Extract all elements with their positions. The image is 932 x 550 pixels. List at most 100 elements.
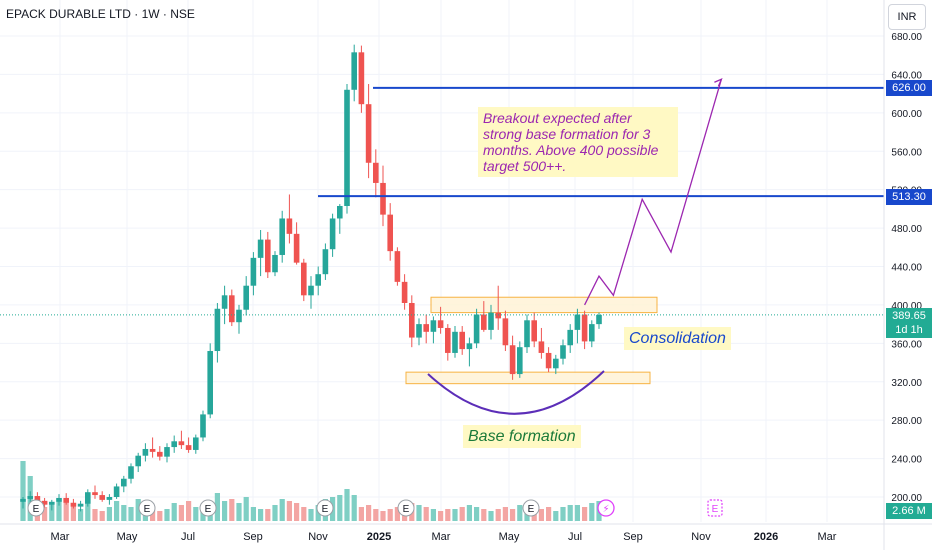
- candle-body: [459, 331, 465, 350]
- consolidation-label[interactable]: Consolidation: [624, 327, 731, 350]
- candle-body: [200, 414, 206, 438]
- candle-body: [445, 327, 451, 353]
- candle-body: [63, 497, 69, 503]
- candle-body: [301, 262, 307, 296]
- candle-body: [380, 182, 386, 215]
- earnings-marker: E: [27, 499, 45, 517]
- candle-body: [401, 281, 408, 303]
- candle-body: [185, 445, 192, 450]
- time-axis[interactable]: Mar May Jul Sep Nov 2025 Mar May Jul Sep Nov 2026 Ma…: [0, 523, 932, 543]
- volume-bar: [452, 509, 458, 521]
- candle-body: [322, 249, 329, 275]
- candle-body: [531, 320, 537, 342]
- candle-body: [481, 314, 487, 330]
- event-markers[interactable]: E E E E E E ⚡ E: [27, 499, 723, 517]
- volume-bar: [387, 509, 393, 521]
- volume-bar: [178, 505, 184, 521]
- time-tick-label: Nov: [308, 531, 328, 543]
- time-tick-label: Nov: [691, 531, 711, 543]
- candle-body: [70, 502, 77, 507]
- candle-body: [581, 314, 588, 342]
- candle-body: [437, 320, 444, 328]
- volume-bar: [128, 507, 134, 521]
- base-arc: [427, 370, 605, 415]
- earnings-marker: E: [138, 499, 156, 517]
- time-tick-label: Mar: [818, 531, 837, 543]
- volume-bar: [222, 501, 228, 521]
- base-formation-label[interactable]: Base formation: [463, 425, 581, 448]
- consolidation-zone: [430, 296, 658, 314]
- volume-bar: [135, 499, 141, 521]
- candle-body: [596, 314, 602, 325]
- earnings-marker-ring: [138, 499, 156, 517]
- candle-body: [509, 345, 516, 375]
- volume-bar: [416, 505, 422, 521]
- candle-body: [27, 496, 33, 499]
- candle-body: [171, 441, 177, 448]
- volume-bar: [567, 505, 573, 521]
- earnings-marker-ring: [316, 499, 334, 517]
- volume-bar: [121, 505, 127, 521]
- candle-body: [142, 448, 149, 456]
- earnings-marker-ring: [397, 499, 415, 517]
- candle-body: [286, 218, 293, 234]
- time-tick-label: Jul: [181, 531, 195, 543]
- price-tick-label: 240.00: [891, 455, 922, 466]
- price-tick-label: 480.00: [891, 224, 922, 235]
- candle-body: [553, 358, 559, 369]
- volume-bar: [92, 509, 98, 521]
- volume-bar: [466, 505, 472, 521]
- volume-bar: [546, 507, 552, 521]
- candle-body: [315, 274, 321, 286]
- time-tick-label: Sep: [623, 531, 643, 543]
- volume-bar: [193, 507, 199, 521]
- candle-body: [502, 318, 509, 346]
- volume-bar: [78, 509, 84, 521]
- volume-bars: [20, 461, 602, 521]
- time-tick-label: 2025: [367, 531, 391, 543]
- volume-bar: [258, 509, 264, 521]
- candle-body: [207, 351, 213, 415]
- volume-bar: [373, 509, 379, 521]
- candle-body: [92, 492, 98, 496]
- candle-body: [250, 257, 257, 286]
- price-axis[interactable]: 200.00 240.00 280.00 320.00 360.00 400.00 440.…: [883, 0, 922, 550]
- volume-bar: [510, 509, 516, 521]
- volume-bar: [495, 509, 501, 521]
- candle-body: [77, 503, 84, 507]
- candle-body: [56, 497, 62, 502]
- future-earnings-ring: [707, 499, 723, 517]
- flash-marker-icon: ⚡: [602, 504, 609, 515]
- candle-body: [193, 437, 199, 450]
- horizontal-levels[interactable]: [0, 86, 884, 316]
- volume-bar: [438, 511, 444, 521]
- volume-bar: [481, 509, 487, 521]
- volume-bar: [114, 501, 120, 521]
- candle-body: [293, 233, 300, 263]
- zone-boxes: [405, 296, 658, 415]
- candle-body: [452, 331, 458, 353]
- grid-lines: [0, 0, 884, 522]
- price-tick-label: 560.00: [891, 147, 922, 158]
- candle-body: [387, 214, 393, 252]
- candle-body: [106, 497, 113, 500]
- volume-bar: [265, 509, 271, 521]
- earnings-marker: E: [397, 499, 415, 517]
- volume-bar: [560, 507, 566, 521]
- volume-bar: [308, 509, 314, 521]
- currency-button[interactable]: INR: [888, 4, 926, 30]
- level-513-badge: 513.30: [886, 189, 932, 205]
- symbol-title[interactable]: EPACK DURABLE LTD · 1W · NSE: [6, 7, 195, 21]
- volume-badge: 2.66 M: [886, 503, 932, 519]
- volume-bar: [214, 493, 220, 521]
- volume-bar: [42, 507, 48, 521]
- volume-bar: [337, 495, 343, 521]
- price-tick-label: 360.00: [891, 339, 922, 350]
- candle-body: [409, 302, 415, 338]
- breakout-note[interactable]: Breakout expected after strong base form…: [478, 107, 678, 177]
- earnings-marker-letter: E: [403, 504, 410, 515]
- price-tick-label: 600.00: [891, 109, 922, 120]
- volume-bar: [445, 509, 451, 521]
- time-tick-label: Sep: [243, 531, 263, 543]
